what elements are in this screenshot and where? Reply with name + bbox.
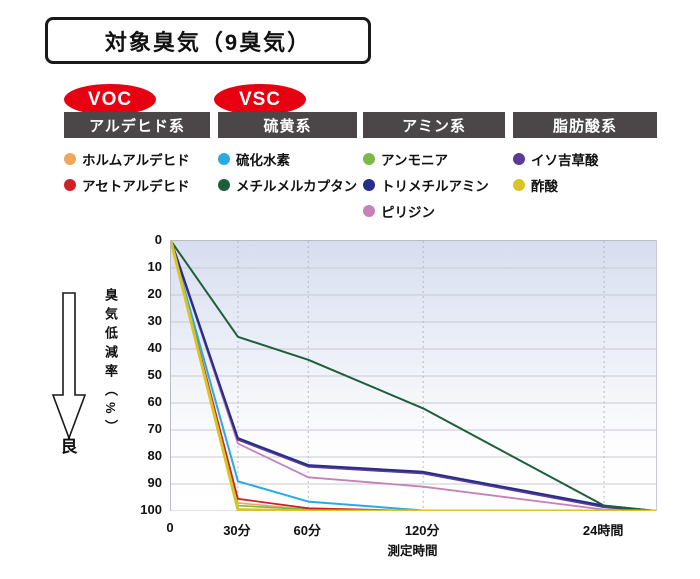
legend-item-label: メチルメルカプタン: [236, 179, 358, 194]
legend-color-dot-icon: [218, 179, 230, 191]
y-tick-label: 100: [140, 502, 162, 517]
legend-color-dot-icon: [513, 179, 525, 191]
group-header-label: 硫黄系: [263, 117, 312, 135]
group-header-label: アルデヒド系: [89, 117, 185, 135]
legend-list: アンモニアトリメチルアミン ピリジン: [363, 146, 505, 224]
good-direction-label: 良: [60, 437, 78, 456]
vsc-badge-label: VSC: [238, 88, 282, 110]
group-header-fatty-acid: 脂肪酸系: [513, 112, 657, 138]
legend-item: アンモニア: [363, 146, 505, 172]
legend-color-dot-icon: [363, 179, 375, 191]
group-header-label: アミン系: [402, 117, 466, 135]
y-tick-label: 10: [147, 259, 162, 274]
legend-item: ホルムアルデヒド: [64, 146, 210, 172]
legend-item: 硫化水素: [218, 146, 357, 172]
y-axis-title: 臭気低減率（%）: [103, 288, 118, 439]
legend-item: トリメチルアミン: [363, 172, 505, 198]
legend-color-dot-icon: [363, 205, 375, 217]
group-aldehyde: アルデヒド系 ホルムアルデヒド アセトアルデヒド: [64, 112, 210, 198]
legend-color-dot-icon: [218, 153, 230, 165]
y-tick-label: 20: [147, 286, 162, 301]
x-tick-label: 0: [166, 520, 174, 535]
legend-item: ピリジン: [363, 198, 505, 224]
line-chart-svg: [171, 241, 656, 511]
group-header-aldehyde: アルデヒド系: [64, 112, 210, 138]
legend-item: メチルメルカプタン: [218, 172, 357, 198]
voc-badge: VOC: [64, 84, 156, 115]
group-amine: アミン系 アンモニアトリメチルアミン ピリジン: [363, 112, 505, 224]
down-arrow-icon: [52, 292, 86, 440]
legend-color-dot-icon: [64, 179, 76, 191]
line-chart-plot-area: [170, 240, 657, 511]
series-line-酢酸: [171, 241, 656, 511]
group-header-sulfur: 硫黄系: [218, 112, 357, 138]
group-header-amine: アミン系: [363, 112, 505, 138]
legend-item: イソ吉草酸: [513, 146, 657, 172]
y-tick-label: 50: [147, 367, 162, 382]
legend-item-label: アンモニア: [381, 153, 448, 168]
series-line-硫化水素: [171, 241, 656, 511]
x-tick-label: 24時間: [582, 523, 624, 538]
series-line-メチルメルカプタン: [171, 241, 656, 511]
legend-color-dot-icon: [363, 153, 375, 165]
y-tick-label: 70: [147, 421, 162, 436]
group-fatty-acid: 脂肪酸系 イソ吉草酸酢酸: [513, 112, 657, 198]
legend-list: イソ吉草酸 酢酸: [513, 146, 657, 198]
legend-color-dot-icon: [513, 153, 525, 165]
legend-list: ホルムアルデヒド アセトアルデヒド: [64, 146, 210, 198]
legend-item: 酢酸: [513, 172, 657, 198]
x-tick-label: 60分: [293, 523, 321, 538]
legend-item-label: ピリジン: [381, 205, 435, 220]
y-tick-label: 90: [147, 475, 162, 490]
page-title-text: 対象臭気（9臭気）: [104, 29, 312, 55]
group-header-label: 脂肪酸系: [552, 117, 617, 135]
y-tick-label: 80: [147, 448, 162, 463]
legend-color-dot-icon: [64, 153, 76, 165]
group-sulfur: 硫黄系 硫化水素メチルメルカプタン: [218, 112, 357, 198]
y-tick-label: 0: [154, 232, 162, 247]
x-tick-label: 30分: [223, 523, 251, 538]
legend-item-label: トリメチルアミン: [381, 179, 489, 194]
legend-item-label: 酢酸: [531, 179, 558, 194]
y-tick-label: 30: [147, 313, 162, 328]
legend-item-label: アセトアルデヒド: [82, 179, 190, 194]
page-title: 対象臭気（9臭気）: [45, 17, 371, 64]
legend-item-label: イソ吉草酸: [531, 153, 599, 168]
y-tick-label: 40: [147, 340, 162, 355]
legend-item: アセトアルデヒド: [64, 172, 210, 198]
y-tick-label: 60: [147, 394, 162, 409]
voc-badge-label: VOC: [87, 88, 133, 110]
vsc-badge: VSC: [214, 84, 306, 115]
legend-item-label: 硫化水素: [236, 153, 290, 168]
x-tick-label: 120分: [404, 523, 440, 538]
x-axis-title: 測定時間: [387, 544, 438, 558]
legend-list: 硫化水素メチルメルカプタン: [218, 146, 357, 198]
legend-item-label: ホルムアルデヒド: [82, 153, 190, 168]
